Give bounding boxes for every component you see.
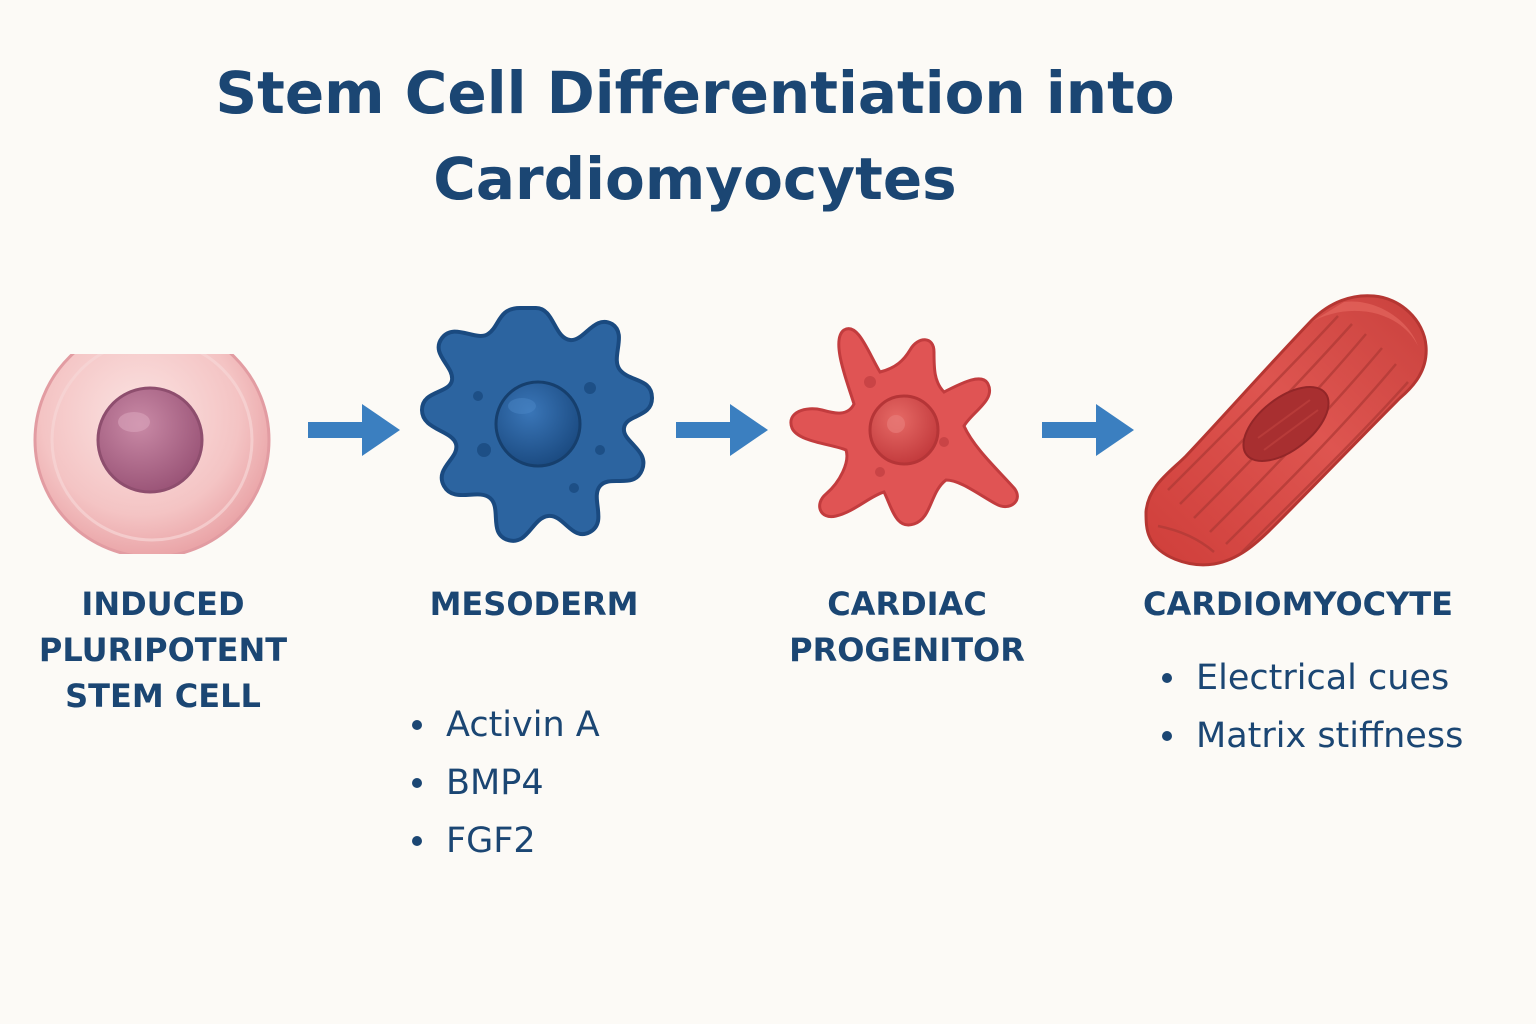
stage-label-line: CARDIOMYOCYTE <box>1143 585 1453 623</box>
stage-label-ipsc: INDUCED PLURIPOTENT STEM CELL <box>22 581 304 719</box>
stage-label-line: PLURIPOTENT <box>38 631 288 669</box>
factor-item: Activin A <box>408 696 600 754</box>
cardiomyocyte-factor-list: Electrical cues Matrix stiffness <box>1158 649 1463 765</box>
mesoderm-factor-list: Activin A BMP4 FGF2 <box>408 696 600 870</box>
ipsc-cell-icon <box>33 354 271 554</box>
stage-label-mesoderm: MESODERM <box>402 581 666 627</box>
stage-label-line: CARDIAC <box>827 585 987 623</box>
mesoderm-cell-icon <box>419 306 655 543</box>
stage-label-line: STEM CELL <box>65 677 261 715</box>
stage-label-line: PROGENITOR <box>789 631 1025 669</box>
cardiac-progenitor-cell-icon <box>789 327 1019 527</box>
stage-label-line: INDUCED <box>81 585 245 623</box>
factor-item: Matrix stiffness <box>1158 707 1463 765</box>
factor-item: BMP4 <box>408 754 600 812</box>
factor-item: Electrical cues <box>1158 649 1463 707</box>
arrow-right-icon <box>1042 404 1134 456</box>
factor-item: FGF2 <box>408 812 600 870</box>
title-line-2: Cardiomyocytes <box>433 145 957 213</box>
title-line-1: Stem Cell Differentiation into <box>215 59 1175 127</box>
stage-label-cardiomyocyte: CARDIOMYOCYTE <box>1116 581 1480 627</box>
cardiomyocyte-cell-icon <box>1144 294 1428 567</box>
stage-label-line: MESODERM <box>429 585 639 623</box>
arrow-right-icon <box>676 404 768 456</box>
arrow-right-icon <box>308 404 400 456</box>
stage-label-cardiac-progenitor: CARDIAC PROGENITOR <box>768 581 1046 673</box>
diagram-title: Stem Cell Differentiation into Cardiomyo… <box>140 50 1250 222</box>
